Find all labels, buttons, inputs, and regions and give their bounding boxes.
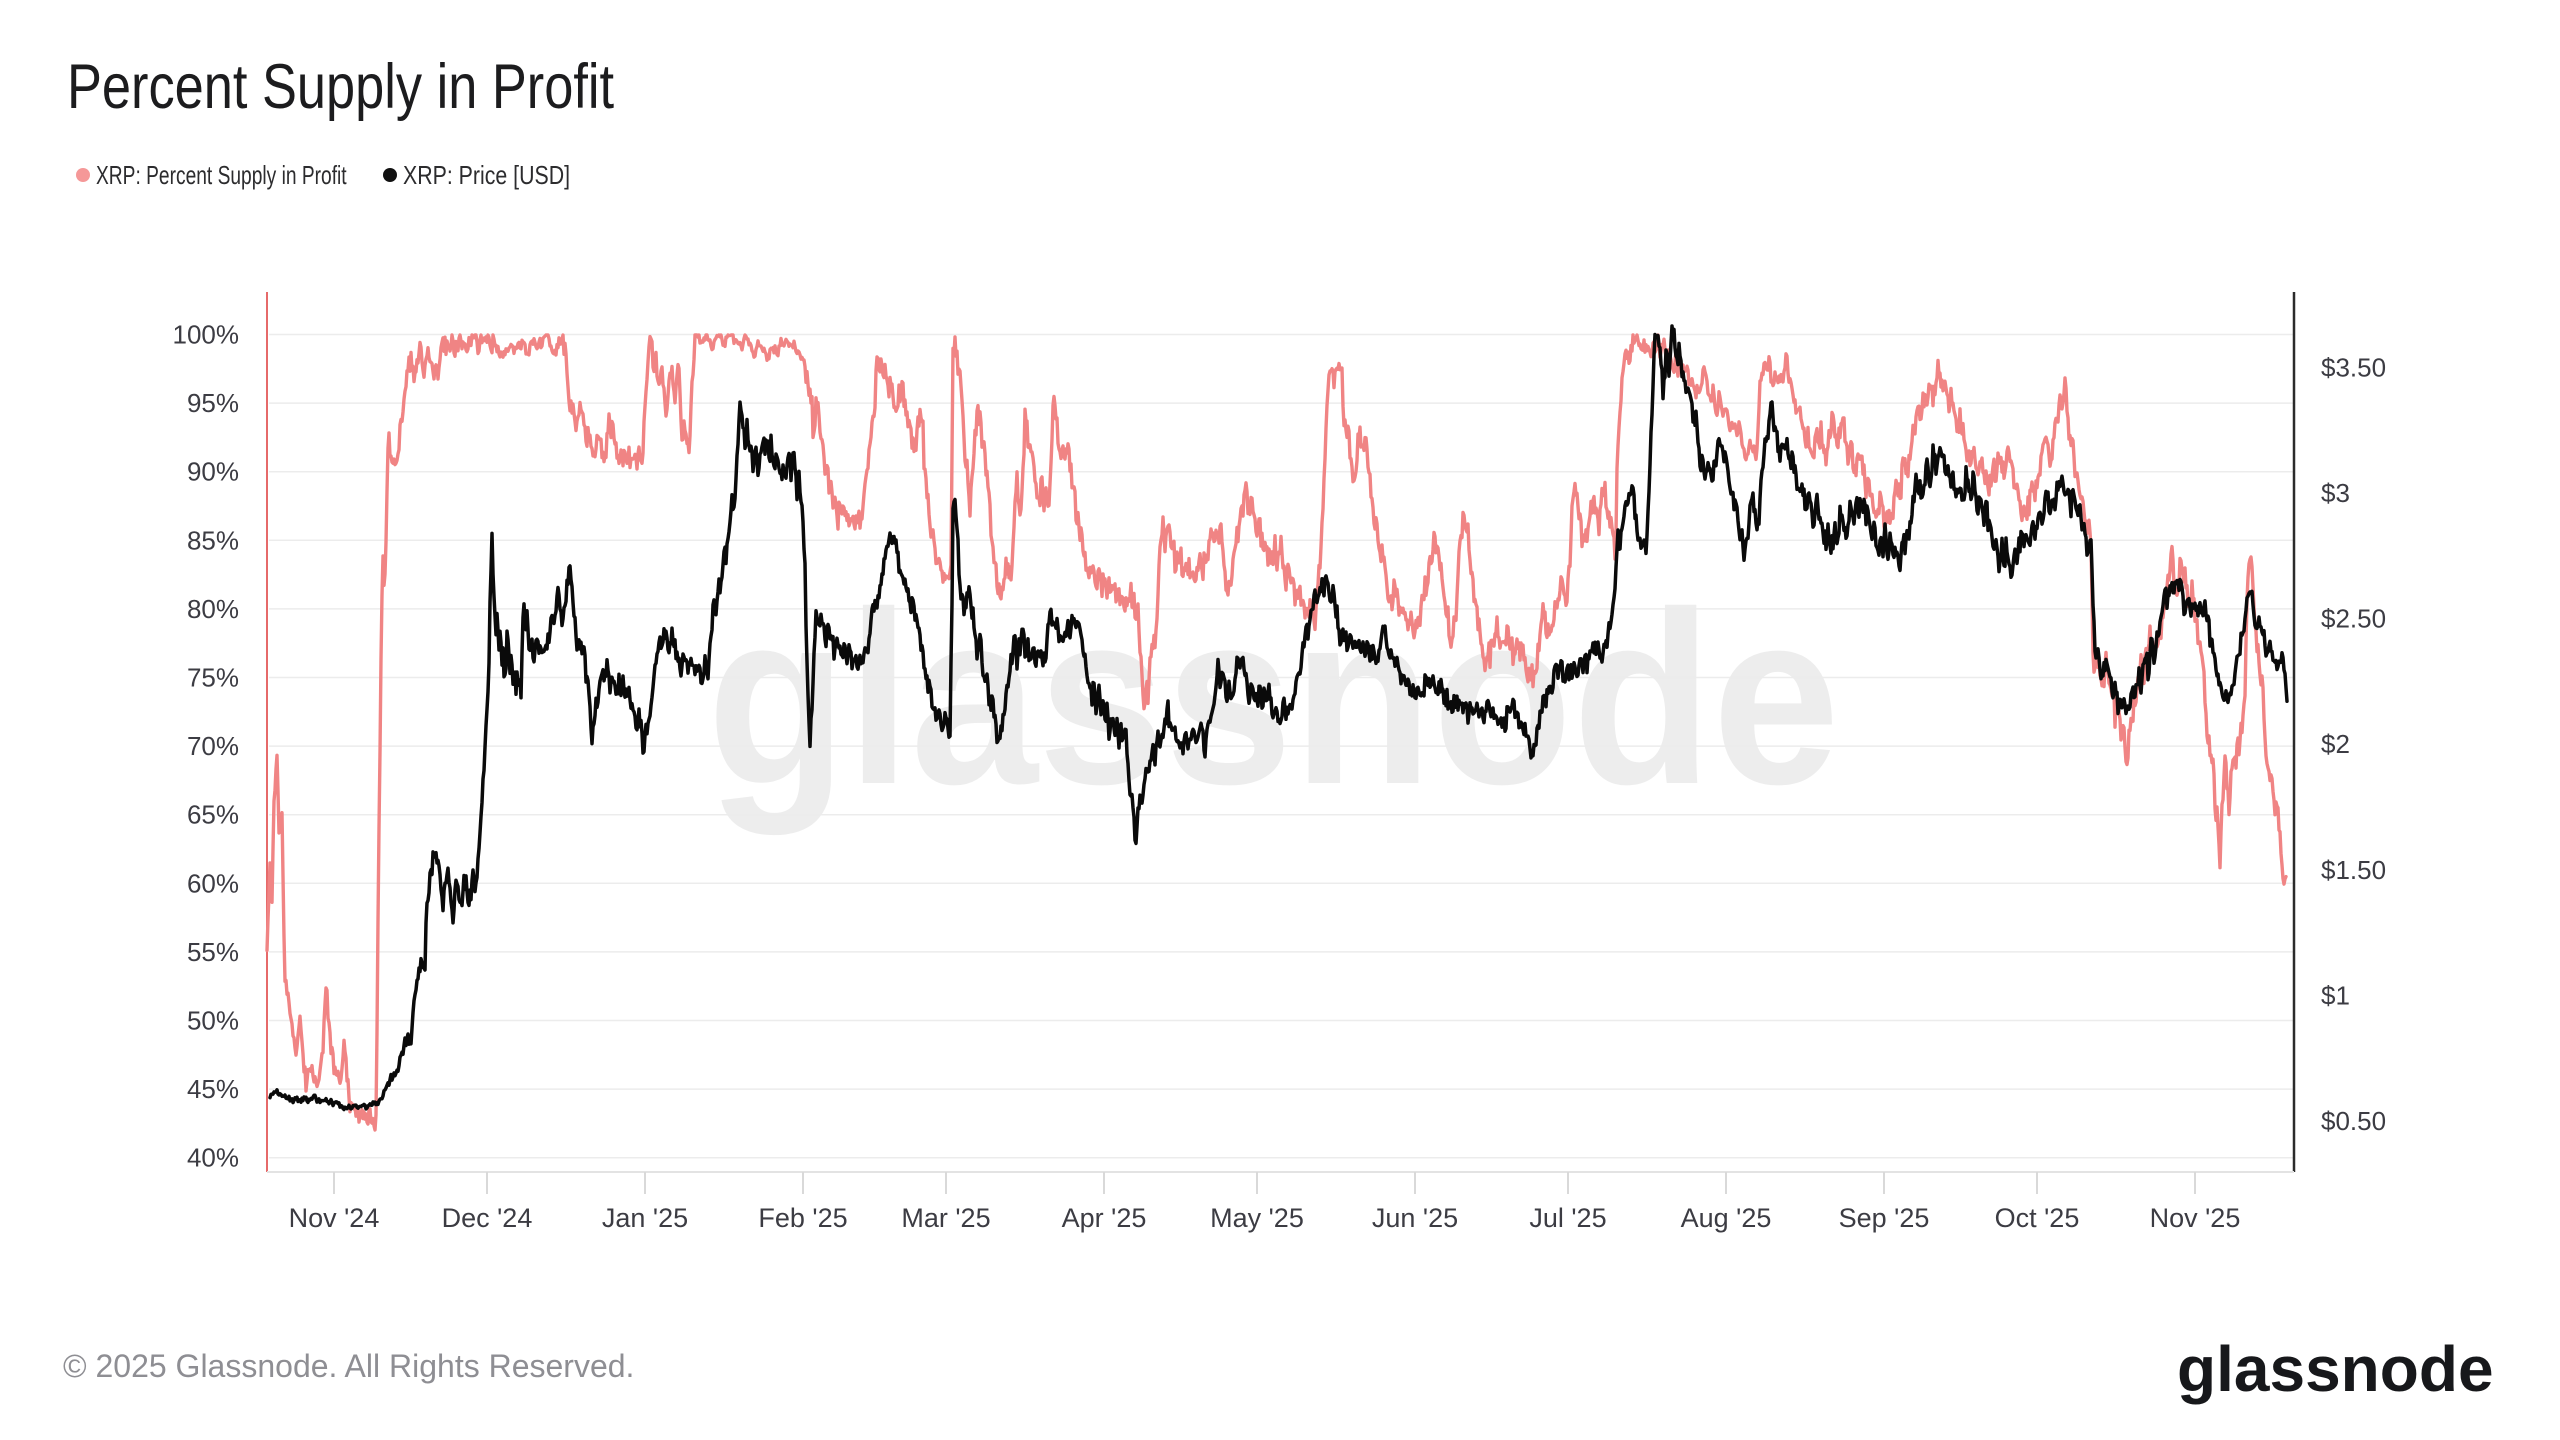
svg-text:$2: $2 bbox=[2321, 729, 2350, 759]
svg-text:$3.50: $3.50 bbox=[2321, 352, 2386, 382]
svg-text:Mar '25: Mar '25 bbox=[901, 1203, 990, 1233]
svg-text:55%: 55% bbox=[187, 937, 239, 967]
svg-text:Dec '24: Dec '24 bbox=[442, 1203, 533, 1233]
svg-text:$3: $3 bbox=[2321, 478, 2350, 508]
svg-text:70%: 70% bbox=[187, 731, 239, 761]
svg-text:65%: 65% bbox=[187, 800, 239, 830]
svg-text:100%: 100% bbox=[173, 320, 240, 350]
svg-text:90%: 90% bbox=[187, 457, 239, 487]
svg-text:60%: 60% bbox=[187, 868, 239, 898]
svg-text:80%: 80% bbox=[187, 594, 239, 624]
svg-text:Nov '24: Nov '24 bbox=[289, 1203, 380, 1233]
svg-text:$1.50: $1.50 bbox=[2321, 855, 2386, 885]
svg-text:$1: $1 bbox=[2321, 980, 2350, 1010]
svg-text:Aug '25: Aug '25 bbox=[1681, 1203, 1772, 1233]
svg-text:$0.50: $0.50 bbox=[2321, 1106, 2386, 1136]
svg-text:50%: 50% bbox=[187, 1006, 239, 1036]
svg-text:40%: 40% bbox=[187, 1143, 239, 1173]
svg-text:45%: 45% bbox=[187, 1074, 239, 1104]
svg-text:Sep '25: Sep '25 bbox=[1839, 1203, 1930, 1233]
svg-text:Oct '25: Oct '25 bbox=[1995, 1203, 2080, 1233]
svg-text:75%: 75% bbox=[187, 663, 239, 693]
svg-text:Jun '25: Jun '25 bbox=[1372, 1203, 1458, 1233]
svg-text:$2.50: $2.50 bbox=[2321, 604, 2386, 634]
svg-text:May '25: May '25 bbox=[1210, 1203, 1304, 1233]
svg-text:Nov '25: Nov '25 bbox=[2150, 1203, 2241, 1233]
svg-text:85%: 85% bbox=[187, 525, 239, 555]
svg-text:Jan '25: Jan '25 bbox=[602, 1203, 688, 1233]
svg-text:Jul '25: Jul '25 bbox=[1529, 1203, 1606, 1233]
svg-text:Feb '25: Feb '25 bbox=[758, 1203, 847, 1233]
svg-text:Apr '25: Apr '25 bbox=[1062, 1203, 1147, 1233]
svg-text:95%: 95% bbox=[187, 388, 239, 418]
